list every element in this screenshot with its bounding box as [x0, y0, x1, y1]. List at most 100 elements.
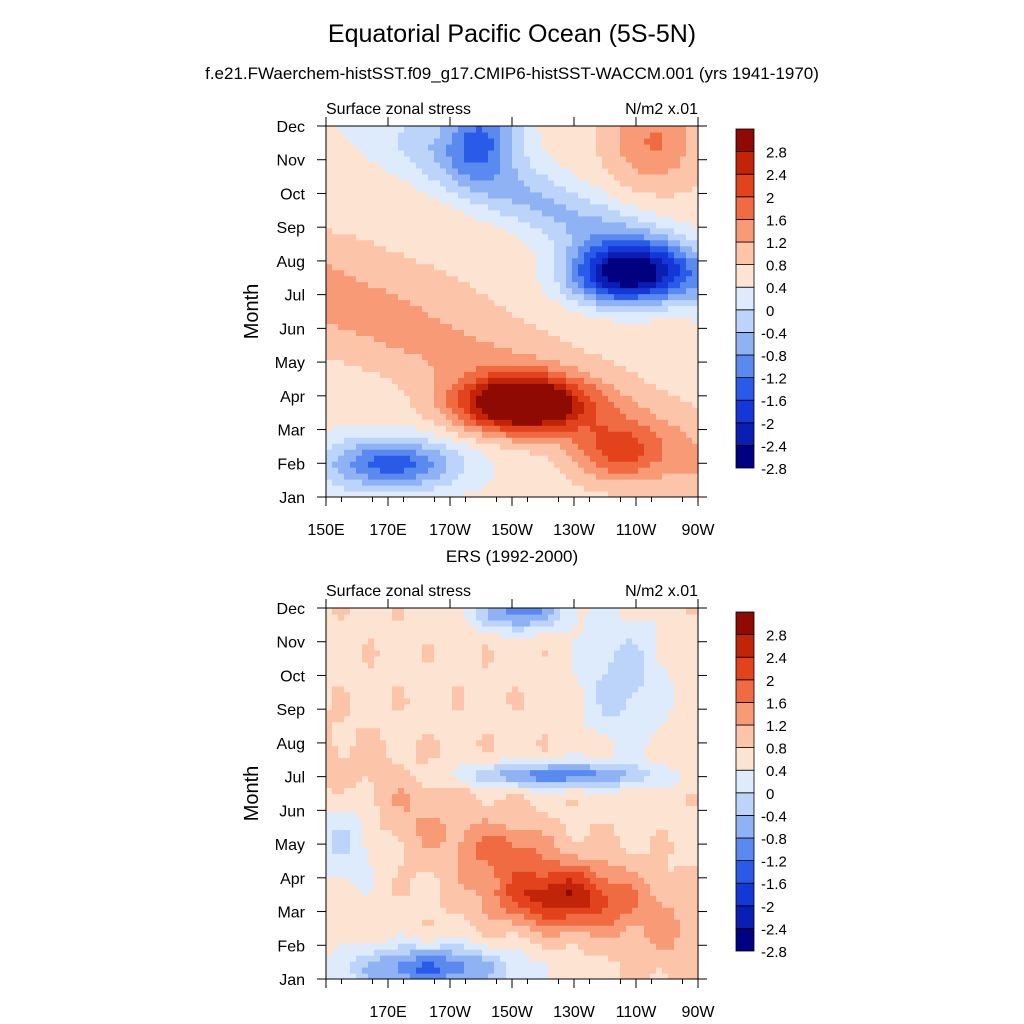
contour-cell — [392, 275, 399, 283]
contour-cell — [512, 479, 519, 486]
contour-cell — [560, 425, 567, 432]
contour-cell — [572, 257, 579, 265]
contour-cell — [530, 209, 537, 217]
contour-cell — [530, 305, 537, 313]
contour-cell — [380, 161, 387, 169]
contour-cell — [578, 137, 585, 145]
contour-cell — [512, 419, 519, 426]
contour-cell — [560, 389, 567, 396]
contour-cell — [644, 185, 651, 193]
contour-cell — [542, 383, 549, 390]
contour-cell — [608, 221, 615, 229]
contour-cell — [668, 155, 675, 163]
contour-cell — [590, 311, 597, 319]
contour-cell — [464, 371, 471, 378]
contour-cell — [494, 281, 501, 289]
contour-cell — [326, 347, 333, 354]
contour-cell — [524, 377, 531, 384]
contour-cell — [398, 961, 405, 968]
colorbar-label: 0.4 — [766, 280, 787, 297]
contour-cell — [662, 395, 669, 402]
units-string: N/m2 x.01 — [625, 101, 698, 118]
contour-cell — [656, 185, 663, 193]
contour-cell — [362, 751, 369, 759]
contour-cell — [332, 137, 339, 145]
contour-cell — [506, 209, 513, 217]
contour-cell — [440, 149, 447, 157]
contour-cell — [488, 473, 495, 480]
contour-cell — [524, 371, 531, 378]
contour-cell — [644, 143, 651, 151]
contour-cell — [386, 889, 393, 896]
contour-cell — [614, 269, 621, 277]
contour-cell — [680, 473, 687, 480]
contour-cell — [446, 299, 453, 307]
contour-cell — [632, 353, 639, 360]
contour-cell — [338, 161, 345, 169]
contour-cell — [374, 407, 381, 414]
contour-cell — [398, 883, 405, 890]
contour-cell — [422, 479, 429, 486]
contour-cell — [680, 269, 687, 277]
y-tick-label: Jul — [285, 288, 305, 305]
contour-cell — [374, 901, 381, 908]
contour-cell — [410, 239, 417, 247]
contour-cell — [398, 203, 405, 211]
contour-cell — [560, 221, 567, 229]
contour-cell — [392, 173, 399, 181]
contour-cell — [530, 263, 537, 271]
contour-cell — [566, 353, 573, 360]
contour-cell — [356, 143, 363, 151]
contour-cell — [374, 685, 381, 693]
contour-cell — [464, 365, 471, 372]
contour-cell — [386, 649, 393, 657]
contour-cell — [398, 179, 405, 187]
contour-cell — [362, 685, 369, 693]
contour-cell — [464, 126, 471, 133]
contour-cell — [422, 967, 429, 974]
contour-cell — [620, 323, 627, 331]
contour-cell — [446, 191, 453, 199]
contour-cell — [422, 961, 429, 968]
contour-cell — [458, 269, 465, 277]
contour-cell — [674, 377, 681, 384]
contour-cell — [350, 901, 357, 908]
contour-cell — [638, 263, 645, 271]
contour-cell — [506, 365, 513, 372]
contour-cell — [386, 353, 393, 360]
contour-cell — [500, 443, 507, 450]
contour-cell — [422, 733, 429, 741]
contour-cell — [338, 185, 345, 193]
contour-cell — [398, 215, 405, 223]
contour-cell — [662, 197, 669, 205]
contour-cell — [596, 359, 603, 366]
contour-cell — [368, 389, 375, 396]
contour-cell — [446, 209, 453, 217]
contour-cell — [404, 823, 411, 830]
contour-cell — [344, 365, 351, 372]
contour-cell — [590, 191, 597, 199]
contour-cell — [410, 131, 417, 139]
contour-cell — [596, 191, 603, 199]
contour-cell — [692, 173, 698, 181]
contour-cell — [638, 353, 645, 360]
contour-cell — [494, 443, 501, 450]
contour-cell — [620, 317, 627, 325]
contour-cell — [668, 263, 675, 271]
contour-cell — [422, 473, 429, 480]
contour-cell — [416, 323, 423, 331]
contour-cell — [410, 661, 417, 669]
contour-cell — [524, 329, 531, 337]
contour-cell — [368, 479, 375, 486]
contour-cell — [362, 691, 369, 699]
contour-cell — [632, 413, 639, 420]
contour-cell — [326, 317, 333, 325]
contour-cell — [626, 395, 633, 402]
contour-cell — [512, 371, 519, 378]
contour-cell — [686, 473, 693, 480]
contour-cell — [380, 841, 387, 848]
contour-cell — [440, 179, 447, 187]
contour-cell — [614, 203, 621, 211]
contour-cell — [626, 461, 633, 468]
contour-cell — [536, 257, 543, 265]
